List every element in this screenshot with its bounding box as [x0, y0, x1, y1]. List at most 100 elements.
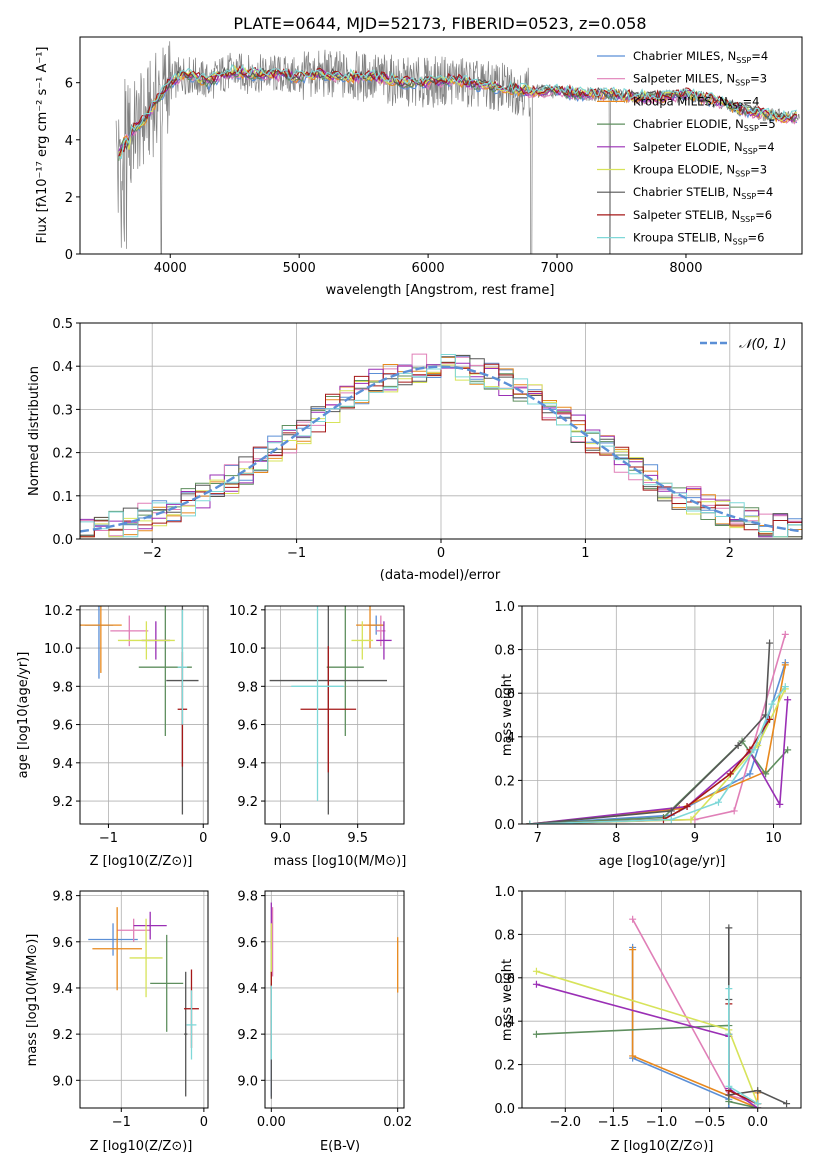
- plus-marker: [725, 985, 733, 993]
- plot-area: [270, 902, 399, 1099]
- x-tick-label: 9: [691, 831, 699, 846]
- mass-vs-reddening-panel: 0.00 0.02 9.0 9.2 9.4 9.6 9.8 E(B-V): [237, 890, 412, 1154]
- plus-marker: [781, 661, 789, 669]
- y-tick-label: 4: [65, 134, 73, 149]
- plus-marker: [725, 924, 733, 932]
- plus-marker: [781, 683, 789, 691]
- model-spectrum-line: [118, 65, 797, 157]
- plus-marker: [754, 1100, 762, 1108]
- weight-series-line: [529, 643, 771, 824]
- y-tick-label: 9.4: [52, 757, 73, 772]
- x-axis-label: Z [log10(Z/Z⊙)]: [611, 1139, 714, 1154]
- axes-frame: [264, 890, 405, 1109]
- y-tick-label: 0.8: [494, 644, 515, 659]
- weight-series-line: [529, 634, 787, 824]
- y-axis-label: Flux [fλ10⁻¹⁷ erg cm⁻² s⁻¹ A⁻¹]: [35, 47, 50, 244]
- y-tick-label: 9.4: [237, 757, 258, 772]
- y-tick-label: 9.6: [52, 936, 73, 951]
- weight-vs-metallicity-panel: −2.0 −1.5 −1.0 −0.5 0.0 0.0 0.2 0.4 0.6 0.8 1.0 Z […: [494, 885, 802, 1154]
- x-tick-label: 4000: [154, 261, 187, 276]
- plus-marker: [784, 746, 792, 754]
- plus-marker: [781, 630, 789, 638]
- y-tick-label: 0: [65, 248, 73, 263]
- plot-area: [115, 41, 800, 254]
- y-tick-label: 9.8: [52, 890, 73, 905]
- y-tick-label: 0.2: [494, 1059, 515, 1074]
- y-tick-label: 9.0: [52, 1074, 73, 1089]
- plus-marker: [526, 820, 534, 824]
- y-axis-label: mass [log10(M/M⊙)]: [25, 934, 40, 1067]
- weight-series-line: [536, 970, 759, 1104]
- y-tick-label: 9.8: [237, 890, 258, 905]
- x-axis-label: wavelength [Angstrom, rest frame]: [326, 283, 555, 298]
- y-tick-label: 0.8: [494, 928, 515, 943]
- axes-frame: [264, 605, 405, 825]
- y-tick-label: 10.0: [229, 642, 258, 657]
- x-tick-label: 0: [437, 546, 445, 561]
- x-axis-label: Z [log10(Z/Z⊙)]: [90, 1139, 193, 1154]
- axes-frame: [521, 605, 802, 825]
- weight-series-line: [536, 983, 759, 1108]
- plus-marker: [762, 770, 770, 778]
- x-tick-label: 5000: [283, 261, 316, 276]
- y-tick-label: 0.5: [52, 317, 73, 332]
- y-tick-label: 9.6: [237, 719, 258, 734]
- y-tick-label: 9.8: [237, 680, 258, 695]
- plus-marker: [725, 1097, 733, 1105]
- y-axis-label: age [log10(age/yr)]: [16, 652, 31, 779]
- axes-frame: [79, 605, 209, 825]
- plus-marker: [766, 715, 774, 723]
- y-tick-label: 0.4: [494, 731, 515, 746]
- x-axis-label: age [log10(age/yr)]: [599, 854, 726, 869]
- x-tick-label: 7: [534, 831, 542, 846]
- x-tick-label: 0: [199, 831, 207, 846]
- plus-marker: [629, 1052, 637, 1060]
- x-tick-label: 9.0: [270, 831, 291, 846]
- y-tick-label: 1.0: [494, 885, 515, 900]
- plus-marker: [730, 807, 738, 815]
- plus-marker: [776, 800, 784, 808]
- x-tick-label: 0: [200, 1115, 208, 1130]
- x-tick-label: 2: [726, 546, 734, 561]
- x-tick-label: 1: [581, 546, 589, 561]
- x-tick-label: 8: [612, 831, 620, 846]
- age-vs-metallicity-panel: −1 0 9.2 9.4 9.6 9.8 10.0 10.2 Z [log10(Z/Z⊙)] ag…: [16, 604, 209, 869]
- plot-area: [532, 915, 791, 1108]
- y-tick-label: 10.2: [44, 604, 73, 619]
- weight-series-line: [728, 988, 759, 1105]
- residual-histogram-panel: −2 −1 0 1 2 0.0 0.1 0.2 0.3 0.4 0.5 (data-model)/er…: [27, 317, 803, 583]
- plus-marker: [667, 807, 675, 815]
- x-axis-label: E(B-V): [320, 1139, 360, 1154]
- plus-marker: [750, 746, 758, 754]
- axes-frame: [79, 890, 209, 1109]
- y-tick-label: 9.8: [52, 680, 73, 695]
- weight-series-line: [529, 688, 787, 824]
- y-tick-label: 9.2: [237, 795, 258, 810]
- plus-marker: [532, 1030, 540, 1038]
- plus-marker: [532, 967, 540, 975]
- plus-marker: [687, 816, 695, 824]
- y-tick-label: 0.3: [52, 403, 73, 418]
- y-tick-label: 0.0: [494, 818, 515, 833]
- spectrum-panel: 4000 5000 6000 7000 8000 0 2 4 6 wavelength [Angs…: [35, 36, 803, 298]
- mass-vs-metallicity-panel: −1 0 9.0 9.2 9.4 9.6 9.8 Z [log10(Z/Z⊙)] mass [l…: [25, 890, 209, 1154]
- figure-title: PLATE=0644, MJD=52173, FIBERID=0523, z=0…: [233, 14, 646, 33]
- x-tick-label: −2.0: [550, 1115, 582, 1130]
- plus-marker: [783, 1100, 791, 1108]
- y-tick-label: 10.0: [44, 642, 73, 657]
- x-axis-label: mass [log10(M/M⊙)]: [274, 854, 407, 869]
- plot-area: [80, 606, 199, 815]
- plus-marker: [734, 742, 742, 750]
- normal-reference-curve: [80, 365, 802, 533]
- y-tick-label: 0.4: [494, 1015, 515, 1030]
- y-tick-label: 6: [65, 77, 73, 92]
- axes-frame: [79, 36, 803, 255]
- plus-marker: [667, 816, 675, 824]
- x-tick-label: 8000: [669, 261, 702, 276]
- age-vs-mass-panel: 9.0 9.5 9.2 9.4 9.6 9.8 10.0 10.2 mass [log10(M/…: [229, 604, 407, 869]
- y-tick-label: 0.6: [494, 972, 515, 987]
- x-tick-label: −1: [99, 831, 118, 846]
- legend-label: 𝒩(0, 1): [739, 337, 786, 352]
- weight-vs-age-panel: 7 8 9 10 0.0 0.2 0.4 0.6 0.8 1.0 age [log10(age/yr…: [494, 600, 802, 869]
